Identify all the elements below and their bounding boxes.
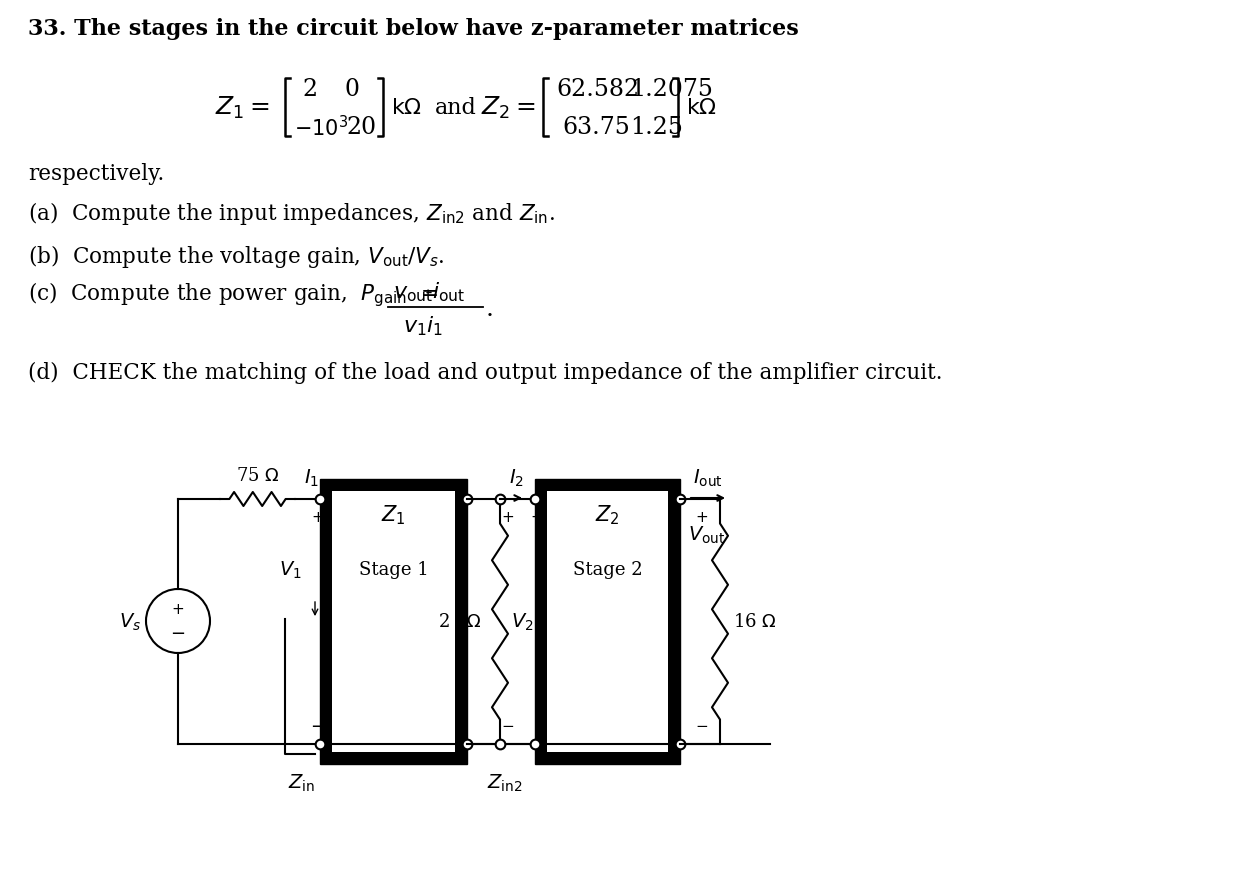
Text: (a)  Compute the input impedances, $Z_{\mathrm{in2}}$ and $Z_{\mathrm{in}}$.: (a) Compute the input impedances, $Z_{\m…: [29, 200, 554, 227]
Bar: [332, 491, 455, 752]
Text: (d)  CHECK the matching of the load and output impedance of the amplifier circui: (d) CHECK the matching of the load and o…: [29, 361, 942, 383]
Text: 2 k$\Omega$: 2 k$\Omega$: [439, 612, 481, 631]
Text: $v_{\mathrm{out}}i_{\mathrm{out}}$: $v_{\mathrm{out}}i_{\mathrm{out}}$: [393, 280, 465, 303]
Text: 2: 2: [302, 77, 317, 100]
Text: 1.2075: 1.2075: [630, 77, 713, 100]
Text: 16 $\Omega$: 16 $\Omega$: [733, 612, 777, 631]
Text: −: −: [502, 718, 515, 734]
Text: −: −: [170, 624, 185, 642]
Bar: [319, 480, 467, 764]
Text: $-10^3$: $-10^3$: [295, 115, 348, 140]
Text: +: +: [531, 510, 543, 525]
Text: $Z_1$: $Z_1$: [382, 503, 405, 526]
Text: $\mathrm{k\Omega}$: $\mathrm{k\Omega}$: [392, 96, 423, 119]
Text: $Z_2 =$: $Z_2 =$: [481, 95, 536, 121]
Text: $V_2$: $V_2$: [511, 610, 533, 632]
Text: 1.25: 1.25: [630, 117, 682, 139]
Text: $V_s$: $V_s$: [119, 610, 140, 632]
Text: +: +: [312, 510, 324, 525]
Text: $V_{\mathrm{out}}$: $V_{\mathrm{out}}$: [687, 524, 726, 545]
Text: 62.582: 62.582: [556, 77, 639, 100]
Text: +: +: [502, 510, 515, 525]
Text: +: +: [172, 602, 184, 617]
Text: 20: 20: [346, 117, 377, 139]
Text: 0: 0: [346, 77, 360, 100]
Text: (b)  Compute the voltage gain, $V_{\mathrm{out}}/V_s$.: (b) Compute the voltage gain, $V_{\mathr…: [29, 243, 445, 270]
Text: $Z_{\mathrm{in2}}$: $Z_{\mathrm{in2}}$: [487, 772, 523, 793]
Text: (c)  Compute the power gain,  $P_{\mathrm{gain}}$  =: (c) Compute the power gain, $P_{\mathrm{…: [29, 280, 439, 309]
Text: −: −: [311, 717, 326, 735]
Text: 33. The stages in the circuit below have z-parameter matrices: 33. The stages in the circuit below have…: [29, 18, 799, 40]
Text: $v_1 i_1$: $v_1 i_1$: [403, 314, 444, 338]
Text: and: and: [435, 96, 477, 119]
Text: 63.75: 63.75: [562, 117, 630, 139]
Text: $I_2$: $I_2$: [510, 467, 525, 488]
Bar: [534, 480, 680, 764]
Text: $Z_2$: $Z_2$: [595, 503, 620, 526]
Text: $\mathrm{k\Omega}$: $\mathrm{k\Omega}$: [686, 96, 717, 119]
Text: Stage 1: Stage 1: [359, 560, 429, 578]
Text: $Z_{\mathrm{in}}$: $Z_{\mathrm{in}}$: [288, 772, 316, 793]
Text: +: +: [696, 510, 709, 525]
Text: .: .: [486, 298, 493, 321]
Text: $I_{\mathrm{out}}$: $I_{\mathrm{out}}$: [694, 467, 723, 488]
Text: 75 $\Omega$: 75 $\Omega$: [236, 467, 280, 484]
Text: Stage 2: Stage 2: [573, 560, 643, 578]
Text: $I_1$: $I_1$: [305, 467, 319, 488]
Text: $Z_1 =$: $Z_1 =$: [215, 95, 270, 121]
Text: respectively.: respectively.: [29, 163, 164, 185]
Text: −: −: [696, 718, 709, 734]
Bar: [547, 491, 667, 752]
Text: $V_1$: $V_1$: [278, 559, 301, 580]
